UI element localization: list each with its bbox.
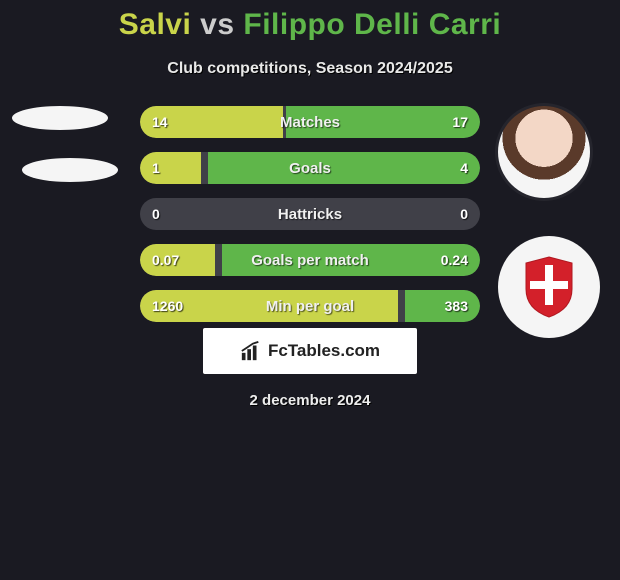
stat-row: Min per goal1260383: [140, 290, 480, 322]
stat-bars: Matches1417 Goals14 Hattricks0 0 Goals per m…: [140, 106, 480, 336]
stat-row: Matches1417: [140, 106, 480, 138]
stat-bar-right: [286, 106, 480, 138]
stat-bar-left: [140, 244, 215, 276]
stat-label: Hattricks: [140, 198, 480, 230]
stat-value-right: 0: [460, 198, 468, 230]
stat-bar-right: [208, 152, 480, 184]
stat-row: Goals per match0.070.24: [140, 244, 480, 276]
comparison-title: Salvi vs Filippo Delli Carri: [0, 0, 620, 42]
subtitle: Club competitions, Season 2024/2025: [0, 60, 620, 78]
player2-avatar: [498, 106, 590, 198]
player2-name: Filippo Delli Carri: [243, 8, 501, 41]
brand-text: FcTables.com: [268, 341, 380, 361]
player2-club-crest: [498, 236, 600, 338]
player1-avatar-placeholder: [12, 106, 108, 130]
stat-bar-right: [222, 244, 480, 276]
stat-row: Goals14: [140, 152, 480, 184]
brand-chart-icon: [240, 340, 262, 362]
stat-row: Hattricks0 0: [140, 198, 480, 230]
stat-bar-left: [140, 152, 201, 184]
player1-name: Salvi: [119, 8, 192, 41]
player1-club-placeholder: [22, 158, 118, 182]
vs-text: vs: [200, 8, 234, 41]
stat-bar-right: [405, 290, 480, 322]
stat-value-left: 0: [152, 198, 160, 230]
brand-box: FcTables.com: [203, 328, 417, 374]
stat-bar-left: [140, 106, 283, 138]
stat-bar-left: [140, 290, 398, 322]
shield-icon: [522, 255, 576, 319]
date-text: 2 december 2024: [0, 392, 620, 409]
